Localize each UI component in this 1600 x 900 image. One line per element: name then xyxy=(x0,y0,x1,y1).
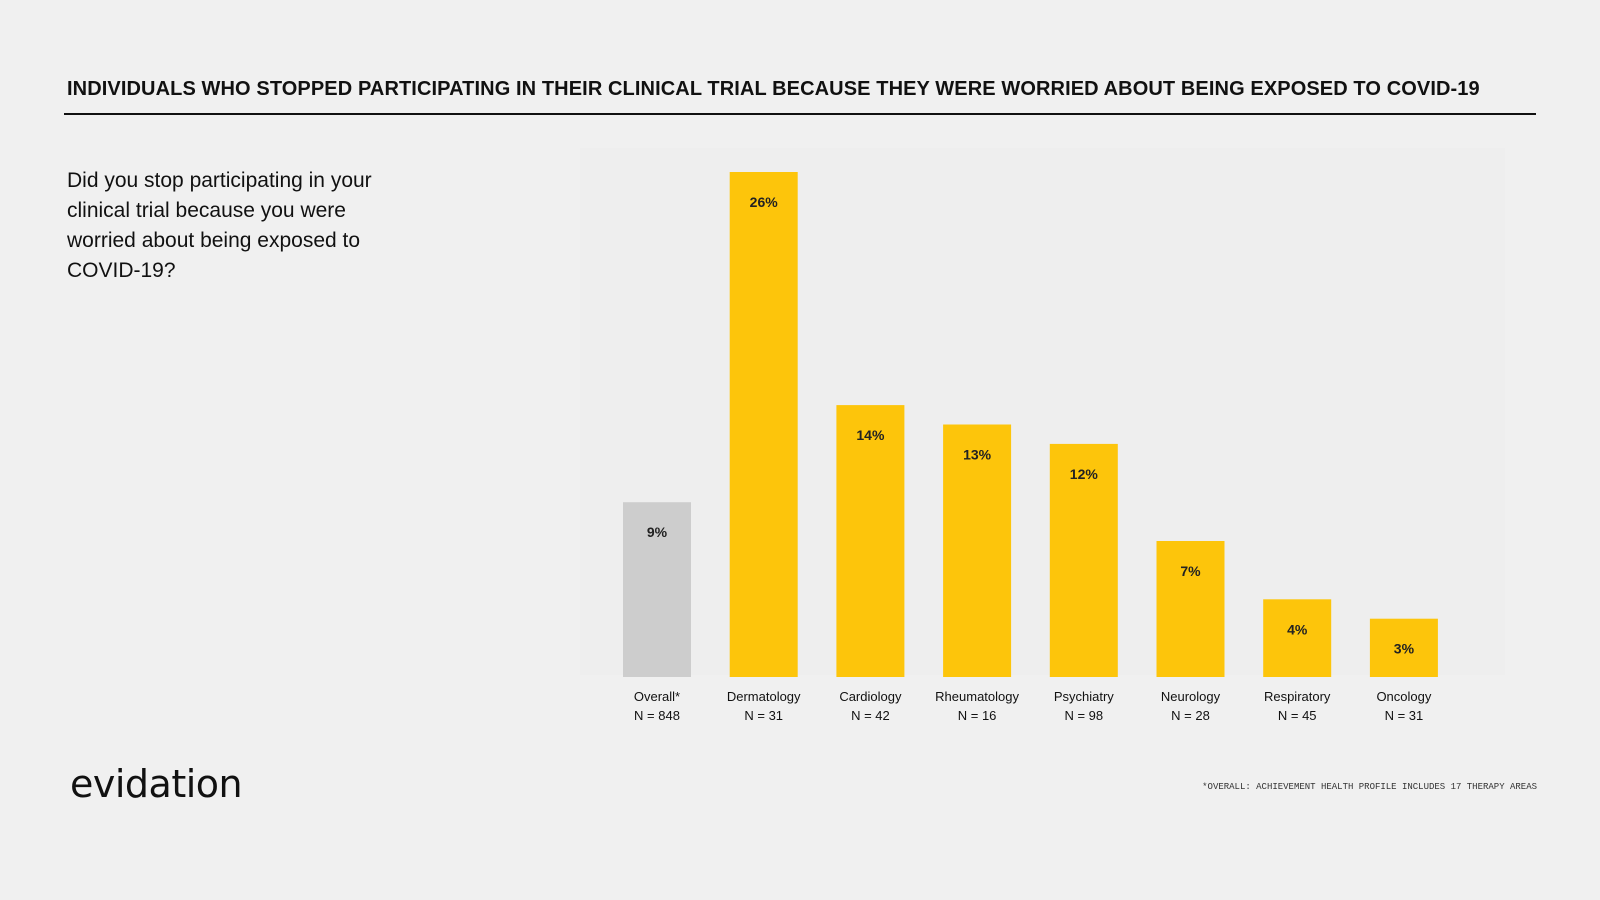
sample-size-label: N = 848 xyxy=(634,708,680,723)
sample-size-label: N = 31 xyxy=(744,708,783,723)
sample-size-label: N = 31 xyxy=(1385,708,1424,723)
footnote: *OVERALL: ACHIEVEMENT HEALTH PROFILE INC… xyxy=(1202,782,1537,792)
bar-value-label: 3% xyxy=(1394,641,1415,657)
sample-size-label: N = 42 xyxy=(851,708,890,723)
sample-size-label: N = 98 xyxy=(1064,708,1103,723)
category-label: Psychiatry xyxy=(1054,689,1114,704)
bars-group: 9% 26% 14% 13% 12% 7% 4% 3% xyxy=(623,172,1438,677)
bar-respiratory xyxy=(1263,599,1332,677)
category-label: Respiratory xyxy=(1264,689,1331,704)
bar-psychiatry xyxy=(1049,443,1118,677)
bar-value-label: 13% xyxy=(963,447,992,463)
bar-value-label: 26% xyxy=(750,194,779,210)
category-label: Rheumatology xyxy=(935,689,1019,704)
sample-size-label: N = 16 xyxy=(958,708,997,723)
bar-oncology xyxy=(1369,618,1438,677)
bar-dermatology xyxy=(729,172,798,677)
bar-rheumatology xyxy=(943,424,1012,677)
bar-value-label: 4% xyxy=(1287,621,1308,637)
title-divider xyxy=(64,113,1536,115)
sample-size-label: N = 28 xyxy=(1171,708,1210,723)
chart-plot-area xyxy=(580,148,1505,675)
chart-title: INDIVIDUALS WHO STOPPED PARTICIPATING IN… xyxy=(67,78,1480,100)
category-label: Dermatology xyxy=(727,689,801,704)
evidation-logo: evidation xyxy=(70,762,243,806)
category-label: Overall* xyxy=(634,689,680,704)
category-label: Cardiology xyxy=(839,689,902,704)
bar-overall xyxy=(623,502,691,677)
survey-question: Did you stop participating in your clini… xyxy=(67,169,372,282)
bar-neurology xyxy=(1156,541,1225,677)
bar-chart: 9% 26% 14% 13% 12% 7% 4% 3% Overall* N = 848 Derm… xyxy=(580,148,1505,723)
bar-value-label: 7% xyxy=(1180,563,1201,579)
bar-cardiology xyxy=(836,405,905,677)
bar-value-label: 9% xyxy=(647,524,668,540)
category-labels-group: Overall* N = 848 Dermatology N = 31 Cardiolo… xyxy=(634,689,1432,723)
bar-value-label: 14% xyxy=(856,427,885,443)
category-label: Oncology xyxy=(1376,689,1431,704)
category-label: Neurology xyxy=(1161,689,1221,704)
bar-value-label: 12% xyxy=(1070,466,1099,482)
sample-size-label: N = 45 xyxy=(1278,708,1317,723)
